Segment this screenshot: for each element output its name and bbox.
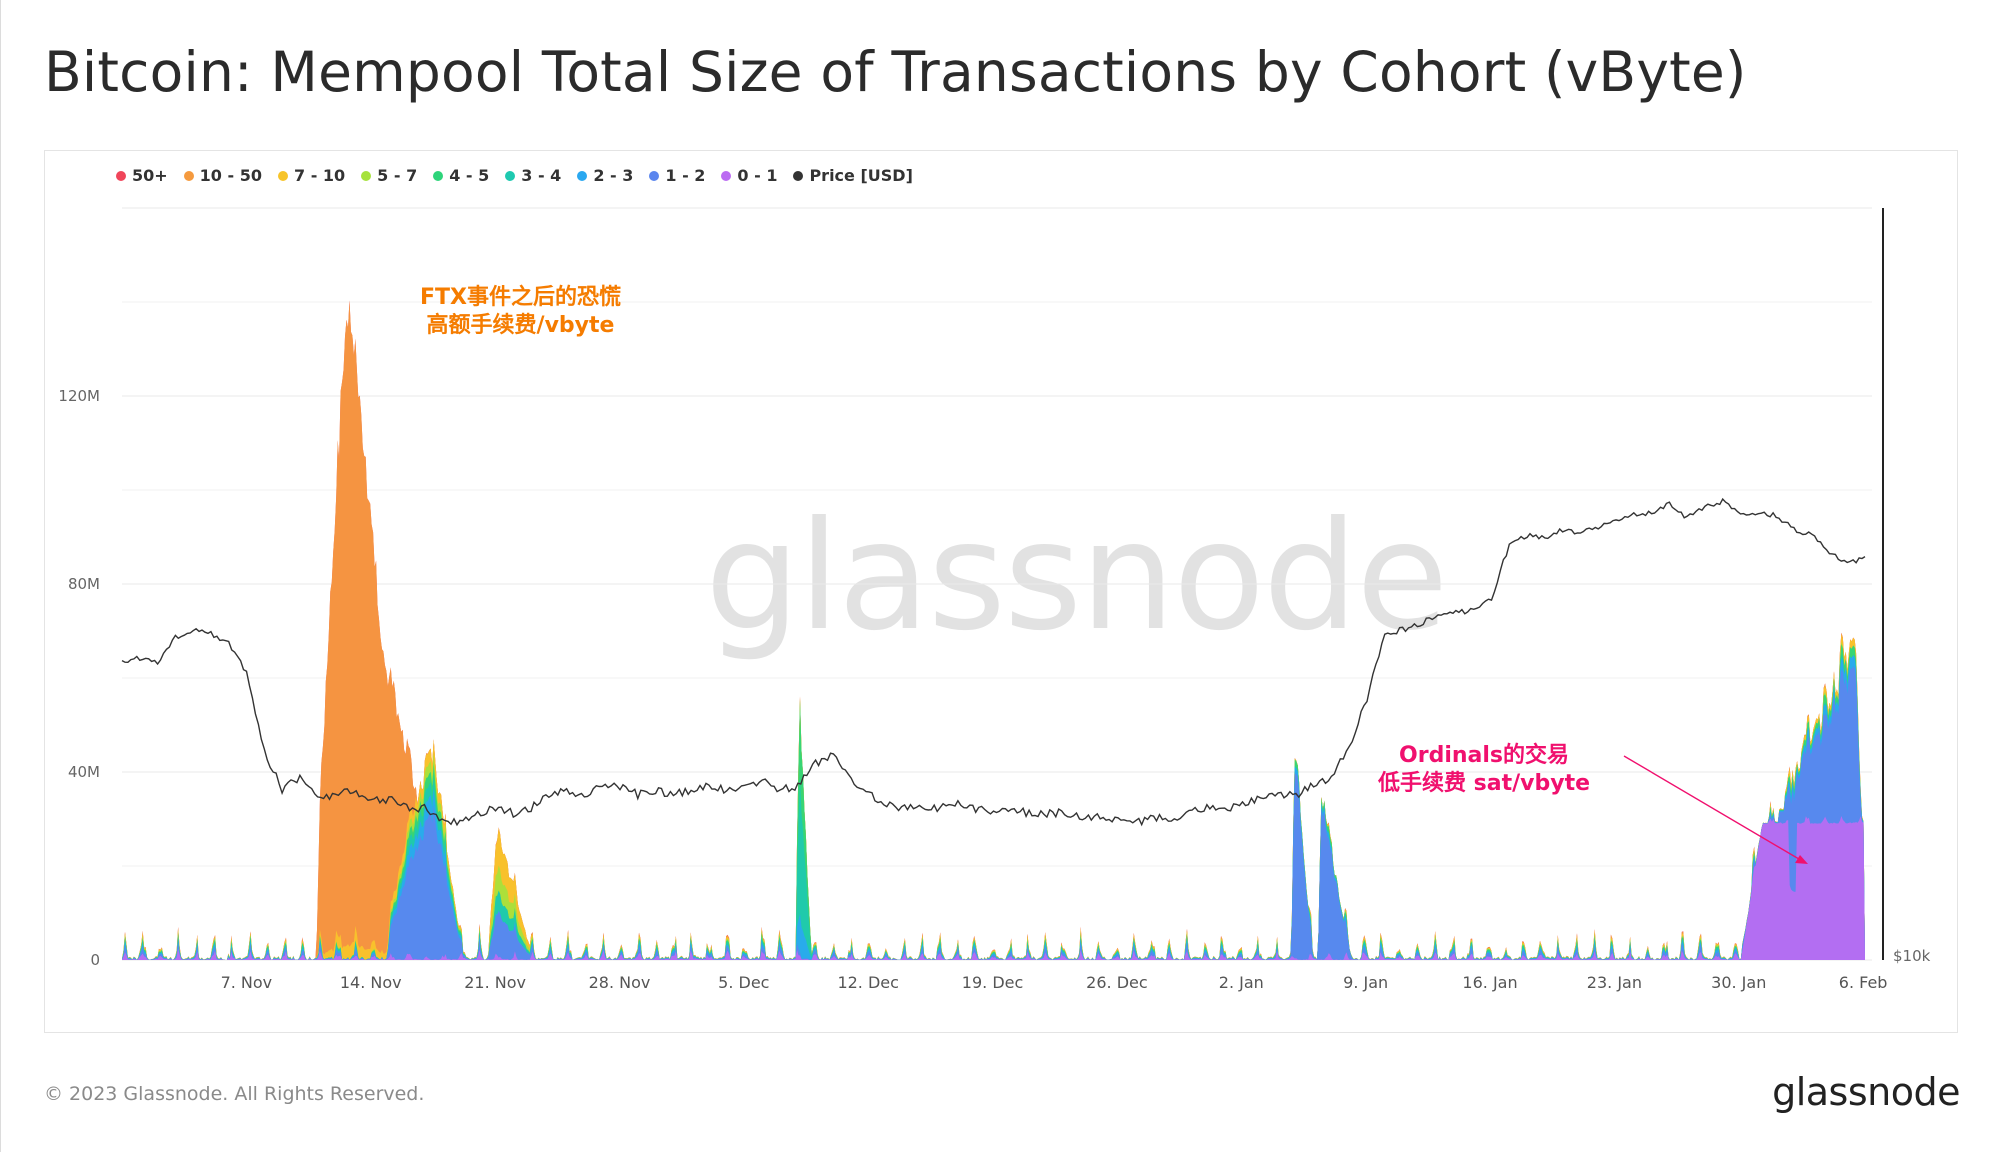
x-tick-label: 9. Jan	[1343, 973, 1388, 992]
legend-item[interactable]: 2 - 3	[577, 166, 633, 185]
x-tick-label: 7. Nov	[221, 973, 273, 992]
chart-frame	[44, 150, 1958, 1033]
legend-item[interactable]: 0 - 1	[721, 166, 777, 185]
glassnode-logo: glassnode	[1772, 1070, 1960, 1114]
page-left-border	[0, 0, 1, 1152]
x-tick-label: 6. Feb	[1839, 973, 1888, 992]
legend-dot	[577, 170, 588, 181]
legend-label: 2 - 3	[593, 166, 634, 185]
legend-dot	[361, 170, 372, 181]
legend-dot	[505, 170, 516, 181]
legend-label: 3 - 4	[521, 166, 562, 185]
legend-item[interactable]: 5 - 7	[361, 166, 417, 185]
legend-label: 50+	[132, 166, 168, 185]
ordinals-annotation: Ordinals的交易 低手续费 sat/vbyte	[1378, 742, 1590, 798]
legend-dot	[793, 170, 804, 181]
x-tick-label: 5. Dec	[718, 973, 769, 992]
chart-legend: 50+ 10 - 50 7 - 10 5 - 7 4 - 5 3 - 4 2 - 3 1 - …	[116, 166, 929, 185]
legend-dot	[183, 170, 194, 181]
legend-dot	[277, 170, 288, 181]
x-tick-label: 23. Jan	[1587, 973, 1642, 992]
legend-label: 7 - 10	[293, 166, 346, 185]
y-tick-label: 0	[90, 951, 100, 969]
x-tick-label: 26. Dec	[1086, 973, 1148, 992]
price-line	[121, 497, 1866, 827]
x-tick-label: 30. Jan	[1711, 973, 1766, 992]
legend-item[interactable]: 4 - 5	[433, 166, 489, 185]
x-tick-label: 28. Nov	[589, 973, 651, 992]
ordinals-annotation-line-1: Ordinals的交易	[1399, 743, 1570, 768]
ftx-annotation-line-2: 高额手续费/vbyte	[426, 313, 615, 338]
ordinals-arrow-head	[1795, 855, 1808, 864]
y-tick-label: 120M	[58, 387, 100, 405]
legend-label: 4 - 5	[449, 166, 490, 185]
legend-item[interactable]: 3 - 4	[505, 166, 561, 185]
ftx-annotation: FTX事件之后的恐慌 高额手续费/vbyte	[420, 284, 621, 340]
y-tick-label: 40M	[68, 763, 100, 781]
legend-dot	[116, 170, 126, 181]
y-tick-label: 80M	[68, 575, 100, 593]
legend-label: 1 - 2	[665, 166, 706, 185]
area-series-10-50	[122, 300, 1865, 960]
ordinals-arrow	[1623, 755, 1805, 863]
ordinals-annotation-line-2: 低手续费 sat/vbyte	[1378, 771, 1591, 796]
legend-label: 5 - 7	[377, 166, 418, 185]
legend-item[interactable]: 50+	[116, 166, 168, 185]
ftx-annotation-line-1: FTX事件之后的恐慌	[420, 285, 621, 310]
x-tick-label: 2. Jan	[1219, 973, 1264, 992]
legend-label: Price [USD]	[809, 166, 913, 185]
x-tick-label: 21. Nov	[464, 973, 526, 992]
legend-label: 10 - 50	[199, 166, 262, 185]
page-title: Bitcoin: Mempool Total Size of Transacti…	[44, 40, 1747, 104]
legend-dot	[649, 170, 660, 181]
x-tick-label: 19. Dec	[962, 973, 1024, 992]
legend-label: 0 - 1	[737, 166, 778, 185]
legend-dot	[721, 170, 732, 181]
legend-item[interactable]: Price [USD]	[793, 166, 913, 185]
legend-item[interactable]: 10 - 50	[183, 166, 262, 185]
copyright-text: © 2023 Glassnode. All Rights Reserved.	[44, 1083, 425, 1105]
legend-item[interactable]: 7 - 10	[277, 166, 346, 185]
right-axis-label: $10k	[1893, 947, 1931, 965]
x-tick-label: 16. Jan	[1462, 973, 1517, 992]
x-tick-label: 12. Dec	[837, 973, 899, 992]
legend-item[interactable]: 1 - 2	[649, 166, 705, 185]
x-tick-label: 14. Nov	[340, 973, 402, 992]
legend-dot	[433, 170, 444, 181]
